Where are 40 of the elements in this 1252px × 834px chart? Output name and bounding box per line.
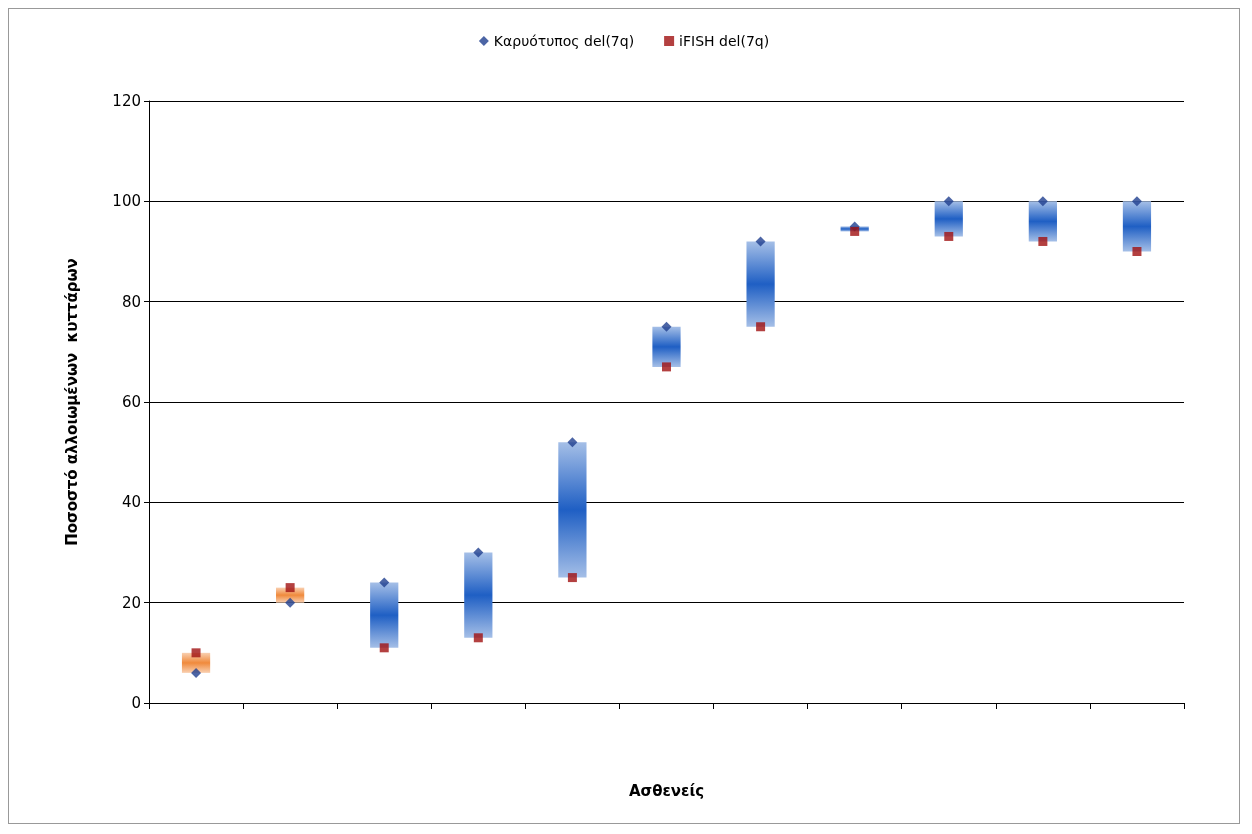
bar [370, 582, 399, 648]
point [944, 231, 954, 241]
bar [558, 442, 587, 578]
y-tick-label: 0 [131, 694, 141, 712]
point [943, 196, 954, 207]
y-tick-label: 60 [121, 393, 141, 411]
bar [652, 326, 681, 367]
y-tick-label: 80 [121, 292, 141, 311]
point [662, 362, 671, 372]
point [567, 573, 577, 583]
x-axis-title: Ασθενείς [628, 781, 705, 800]
point [473, 547, 484, 558]
point [379, 643, 389, 653]
bar [1028, 201, 1057, 242]
bar [746, 241, 775, 327]
point [473, 633, 483, 643]
point [285, 583, 295, 593]
legend-label: Καρυότυπος del(7q) [493, 33, 635, 49]
y-tick-label: 120 [112, 92, 141, 110]
point [661, 321, 672, 332]
point [379, 577, 390, 588]
point [850, 226, 860, 236]
bar [464, 552, 493, 638]
bar [1122, 201, 1152, 252]
point [756, 322, 766, 332]
point [1132, 247, 1142, 256]
point [567, 437, 578, 448]
y-tick-label: 20 [121, 593, 141, 612]
y-tick-label: 100 [112, 192, 141, 211]
y-axis-title: Ποσοστό αλλοιωμένων κυττάρων [62, 258, 81, 546]
point [1131, 196, 1142, 207]
point [755, 236, 766, 247]
legend-label: iFISH del(7q) [679, 33, 770, 49]
point [1038, 236, 1048, 246]
y-tick-label: 40 [121, 493, 141, 512]
bar [934, 201, 963, 237]
point [191, 667, 202, 678]
point [285, 597, 296, 608]
point [191, 648, 201, 658]
point [1037, 196, 1048, 207]
